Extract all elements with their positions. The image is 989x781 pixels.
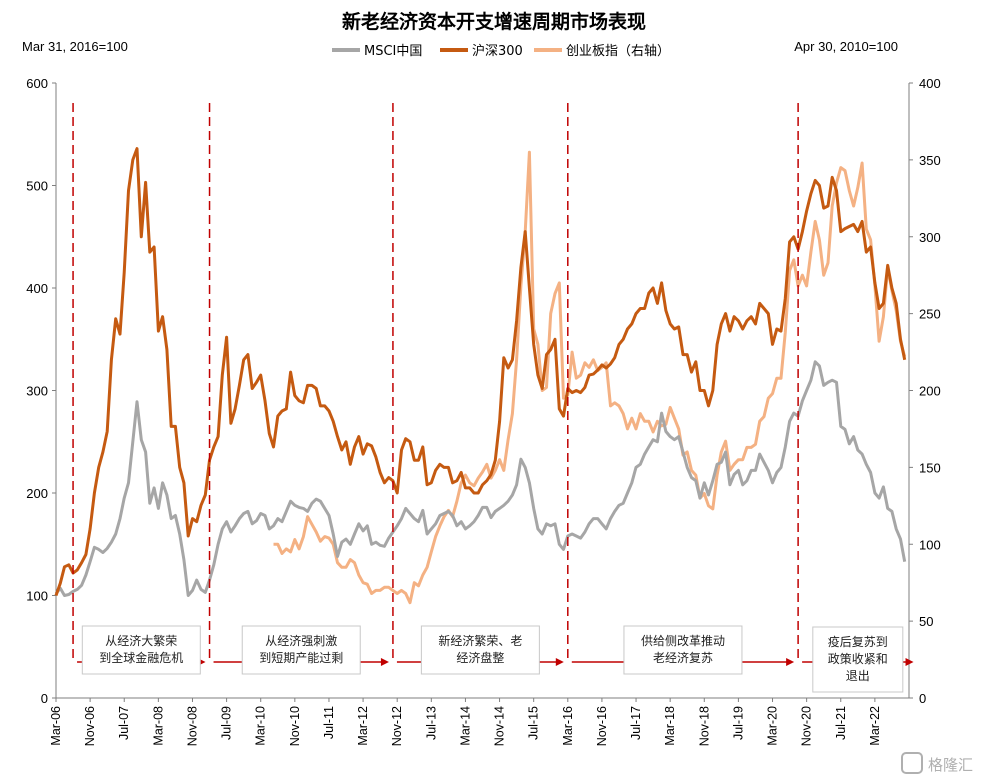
x-tick-label: Mar-10 <box>254 706 268 746</box>
watermark-logo-icon <box>901 752 923 774</box>
legend-label-msci: MSCI中国 <box>364 44 422 59</box>
period-label-text: 退出 <box>846 669 870 683</box>
x-tick-label: Mar-14 <box>458 706 472 746</box>
period-label-box <box>241 625 361 675</box>
x-tick-label: Nov-08 <box>185 706 199 746</box>
period-label-text: 到全球金融危机 <box>99 650 183 665</box>
right-tick-label: 350 <box>919 153 941 168</box>
left-tick-label: 200 <box>26 486 48 501</box>
x-tick-label: Jul-07 <box>117 706 131 740</box>
right-axis-note: Apr 30, 2010=100 <box>794 39 898 54</box>
period-label-text: 从经济强刺激 <box>265 633 337 648</box>
x-tick-label: Mar-18 <box>663 706 677 746</box>
period-label-box <box>623 625 743 675</box>
x-tick-label: Mar-06 <box>49 706 63 746</box>
x-tick-label: Jul-15 <box>527 706 541 740</box>
left-axis-note: Mar 31, 2016=100 <box>22 39 128 54</box>
period-label-text: 老经济复苏 <box>653 650 713 665</box>
axes: 0 100 200 300 400 500 600 0 50 100 150 200 250 300 350… <box>26 76 940 746</box>
x-tick-label: Mar-12 <box>356 706 370 746</box>
left-tick-label: 100 <box>26 589 48 604</box>
period-label-box <box>420 625 540 675</box>
right-tick-label: 400 <box>919 76 941 91</box>
legend-label-chinext: 创业板指（右轴） <box>566 44 670 59</box>
period-label-text: 政策收紧和 <box>828 652 888 666</box>
x-tick-label: Jul-21 <box>834 706 848 740</box>
x-tick-label: Nov-20 <box>800 706 814 746</box>
x-tick-label: Jul-13 <box>424 706 438 740</box>
left-tick-label: 300 <box>26 384 48 399</box>
x-tick-label: Mar-20 <box>766 706 780 746</box>
x-tick-label: Nov-12 <box>390 706 404 746</box>
period-label-text: 供给侧改革推动 <box>641 634 725 648</box>
period-label-box <box>812 626 904 693</box>
x-tick-label: Jul-17 <box>629 706 643 740</box>
series-line-hs300 <box>54 147 907 596</box>
left-tick-label: 0 <box>41 691 48 706</box>
period-label-text: 到短期产能过剩 <box>259 651 343 665</box>
period-label-text: 经济盘整 <box>456 650 504 665</box>
x-tick-label: Nov-18 <box>697 706 711 746</box>
watermark: 格隆汇 <box>901 752 973 774</box>
x-tick-label: Nov-14 <box>493 706 507 746</box>
right-tick-label: 50 <box>919 614 933 629</box>
x-tick-label: Nov-06 <box>83 706 97 746</box>
period-arrow-head <box>380 658 389 666</box>
x-tick-label: Jul-11 <box>322 706 336 739</box>
series-line-msci-china <box>54 360 907 597</box>
period-label-box <box>81 625 201 675</box>
left-tick-label: 600 <box>26 76 48 91</box>
x-tick-label: Jul-09 <box>220 706 234 740</box>
period-label-text: 新经济繁荣、老 <box>438 633 522 648</box>
right-tick-label: 0 <box>919 691 926 706</box>
x-tick-label: Nov-10 <box>288 706 302 746</box>
x-tick-label: Mar-16 <box>561 706 575 746</box>
series-line-chinext <box>273 150 907 605</box>
period-label-text: 疫后复苏到 <box>828 634 888 649</box>
period-label-text: 从经济大繁荣 <box>105 633 177 648</box>
x-tick-label: Jul-19 <box>731 706 745 740</box>
x-tick-label: Mar-08 <box>151 706 165 746</box>
watermark-text: 格隆汇 <box>928 756 973 774</box>
chart-title: 新老经济资本开支增速周期市场表现 <box>342 10 646 33</box>
period-arrow-head <box>786 658 795 666</box>
right-tick-label: 300 <box>919 230 941 245</box>
x-tick-label: Mar-22 <box>868 706 882 746</box>
left-tick-label: 500 <box>26 179 48 194</box>
left-tick-label: 400 <box>26 281 48 296</box>
legend: MSCI中国 沪深300 创业板指（右轴） <box>332 43 670 59</box>
right-tick-label: 150 <box>919 460 941 475</box>
period-arrow-head <box>555 658 564 666</box>
right-tick-label: 100 <box>919 537 941 552</box>
legend-label-hs300: 沪深300 <box>472 43 523 59</box>
series-lines <box>54 147 907 605</box>
right-tick-label: 200 <box>919 384 941 399</box>
right-tick-label: 250 <box>919 307 941 322</box>
period-arrow-head <box>905 658 914 666</box>
x-tick-label: Nov-16 <box>595 706 609 746</box>
